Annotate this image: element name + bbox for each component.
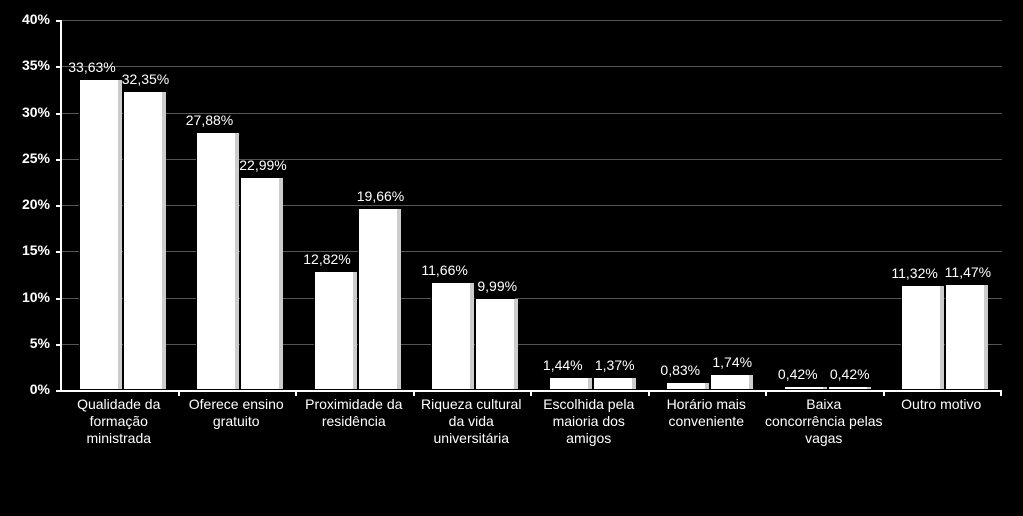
y-axis-tick-label: 25% bbox=[0, 150, 50, 166]
value-label: 12,82% bbox=[303, 251, 350, 267]
y-tick bbox=[56, 205, 62, 207]
bar bbox=[710, 374, 750, 390]
y-axis-tick-label: 30% bbox=[0, 104, 50, 120]
x-axis-tick-label: Escolhida pela maioria dos amigos bbox=[530, 396, 648, 446]
bar bbox=[901, 285, 941, 390]
bar bbox=[666, 382, 706, 390]
y-axis-tick-label: 10% bbox=[0, 289, 50, 305]
x-axis-tick-label: Baixa concorrência pelas vagas bbox=[765, 396, 883, 446]
x-axis-tick-label: Qualidade da formação ministrada bbox=[60, 396, 178, 446]
x-axis-tick-label: Proximidade da residência bbox=[295, 396, 413, 430]
value-label: 1,37% bbox=[595, 357, 635, 373]
bar bbox=[593, 377, 633, 390]
y-axis-tick-label: 20% bbox=[0, 196, 50, 212]
y-tick bbox=[56, 66, 62, 68]
x-axis-tick-label: Outro motivo bbox=[883, 396, 1001, 413]
value-label: 22,99% bbox=[239, 157, 286, 173]
x-axis-tick-label: Riqueza cultural da vida universitária bbox=[413, 396, 531, 446]
bar bbox=[945, 284, 985, 390]
bar bbox=[784, 386, 824, 390]
bar bbox=[475, 298, 515, 390]
x-tick bbox=[1000, 390, 1002, 396]
value-label: 27,88% bbox=[186, 112, 233, 128]
y-axis-tick-label: 40% bbox=[0, 11, 50, 27]
bar bbox=[431, 282, 471, 390]
value-label: 11,32% bbox=[891, 265, 937, 281]
y-tick bbox=[56, 113, 62, 115]
gridline bbox=[62, 66, 1002, 67]
y-tick bbox=[56, 251, 62, 253]
value-label: 19,66% bbox=[357, 188, 404, 204]
x-axis-tick-label: Horário mais conveniente bbox=[648, 396, 766, 430]
chart-container: 0% 5% 10% 15% 20% 25% 30% 35% 40% 33,63% 32,35% 27,… bbox=[0, 0, 1023, 516]
value-label: 33,63% bbox=[68, 59, 115, 75]
y-tick bbox=[56, 20, 62, 22]
value-label: 1,74% bbox=[712, 354, 752, 370]
value-label: 9,99% bbox=[477, 278, 517, 294]
bar bbox=[549, 377, 589, 390]
plot-area bbox=[60, 20, 1002, 392]
bar bbox=[358, 208, 398, 390]
value-label: 1,44% bbox=[543, 357, 583, 373]
value-label: 11,47% bbox=[945, 264, 991, 280]
bar bbox=[828, 386, 868, 390]
value-label: 0,42% bbox=[778, 366, 818, 382]
value-label: 0,83% bbox=[660, 362, 700, 378]
bar bbox=[240, 177, 280, 390]
value-label: 11,66% bbox=[421, 262, 467, 278]
bar bbox=[123, 91, 163, 390]
y-axis-tick-label: 5% bbox=[0, 335, 50, 351]
y-axis-tick-label: 0% bbox=[0, 381, 50, 397]
bar bbox=[79, 79, 119, 390]
y-tick bbox=[56, 344, 62, 346]
gridline bbox=[62, 20, 1002, 21]
x-axis-tick-label: Oferece ensino gratuito bbox=[178, 396, 296, 430]
bar bbox=[196, 132, 236, 390]
y-tick bbox=[56, 390, 62, 392]
y-tick bbox=[56, 298, 62, 300]
value-label: 0,42% bbox=[830, 366, 870, 382]
y-tick bbox=[56, 159, 62, 161]
value-label: 32,35% bbox=[122, 71, 169, 87]
y-axis-tick-label: 15% bbox=[0, 242, 50, 258]
y-axis-tick-label: 35% bbox=[0, 57, 50, 73]
bar bbox=[314, 271, 354, 390]
